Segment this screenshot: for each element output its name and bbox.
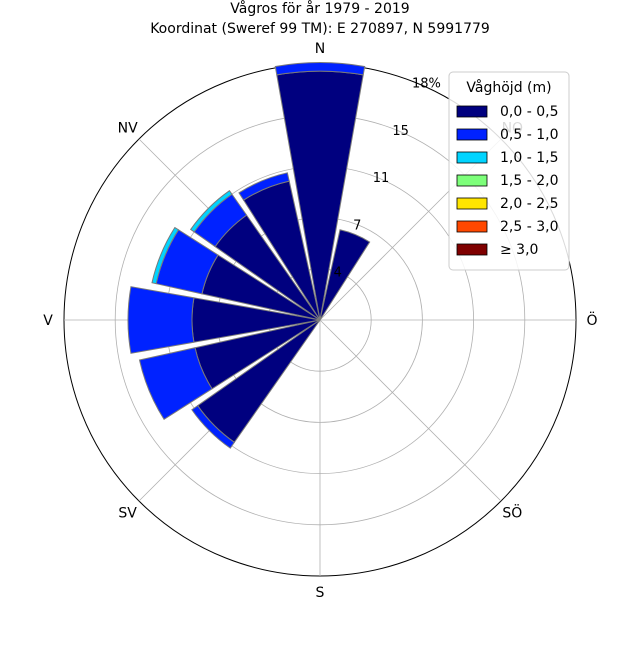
legend-swatch [456, 105, 488, 118]
legend-title: Våghöjd (m) [466, 79, 551, 96]
rose-wedge [191, 404, 236, 449]
legend-frame [448, 71, 570, 271]
radial-tick-labels: 4 7 11 15 18% [334, 76, 441, 280]
legend-swatch [456, 128, 488, 141]
chart-title-line2: Koordinat (Sweref 99 TM): E 270897, N 59… [150, 21, 490, 37]
rose-wedge [127, 286, 195, 354]
rose-wedge [319, 229, 371, 321]
radial-tick-label: 11 [373, 171, 390, 186]
radial-tick-label: 7 [353, 218, 361, 233]
rose-wedge [151, 226, 180, 285]
legend-swatch [456, 220, 488, 233]
rose-wedge [138, 347, 213, 421]
direction-label-sv: SV [118, 505, 137, 521]
radial-tick-label: 15 [392, 124, 409, 139]
radial-tick-label: 18% [412, 76, 441, 91]
legend-swatch [456, 151, 488, 164]
direction-label-o: Ö [586, 311, 597, 329]
legend-label: 0,5 - 1,0 [500, 127, 558, 143]
legend: Våghöjd (m) 0,0 - 0,5 0,5 - 1,0 1,0 - 1,5 1… [448, 71, 570, 271]
rose-wedge [189, 189, 233, 233]
direction-label-so: SÖ [502, 503, 522, 521]
direction-label-nv: NV [118, 121, 138, 137]
legend-label: 1,5 - 2,0 [500, 173, 558, 189]
legend-label: 2,0 - 2,5 [500, 196, 558, 212]
direction-label-s: S [316, 585, 325, 601]
legend-label: 2,5 - 3,0 [500, 219, 558, 235]
rose-wedge [274, 62, 366, 76]
legend-swatch [456, 174, 488, 187]
legend-label: 1,0 - 1,5 [500, 150, 558, 166]
legend-swatch [456, 197, 488, 210]
legend-label: ≥ 3,0 [500, 242, 538, 258]
rose-sectors [127, 62, 371, 449]
legend-items: 0,0 - 0,5 0,5 - 1,0 1,0 - 1,5 1,5 - 2,0 2,0 … [456, 104, 558, 258]
direction-label-v: V [43, 313, 53, 329]
chart-title-line1: Vågros för år 1979 - 2019 [230, 0, 409, 17]
grid-spoke [319, 319, 502, 502]
direction-labels: NNOÖSÖSSVVNV [43, 41, 597, 601]
radial-tick-label: 4 [334, 266, 342, 281]
direction-label-n: N [315, 41, 325, 57]
rose-wedge [238, 172, 290, 201]
legend-label: 0,0 - 0,5 [500, 104, 558, 120]
legend-swatch [456, 243, 488, 256]
